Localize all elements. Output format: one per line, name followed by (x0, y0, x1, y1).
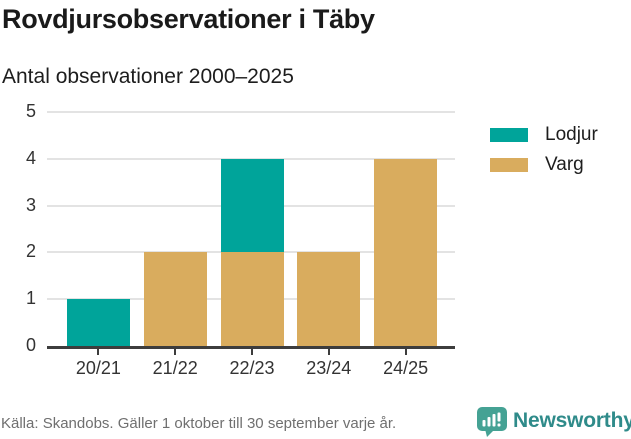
legend-swatch-lodjur (490, 128, 528, 142)
bar-22-23-varg (220, 252, 284, 346)
legend-item-varg: Varg (490, 154, 598, 175)
chart-subtitle: Antal observationer 2000–2025 (2, 65, 294, 88)
newsworthy-logo-text: Newsworthy (513, 409, 631, 432)
bar-20-21-lodjur (66, 299, 130, 346)
legend: Lodjur Varg (490, 124, 598, 188)
legend-item-lodjur: Lodjur (490, 124, 598, 145)
bar-23-24-varg (297, 252, 361, 346)
x-axis-tick-label: 20/21 (75, 358, 121, 378)
gridline-5 (47, 111, 455, 113)
y-axis-tick-label: 5 (25, 101, 36, 121)
x-axis-tick (327, 349, 330, 355)
bar-24-25-varg (374, 158, 438, 346)
x-axis-tick-label: 23/24 (306, 358, 352, 378)
legend-label-varg: Varg (545, 154, 584, 175)
bar-22-23-lodjur (220, 158, 284, 253)
y-axis-tick-label: 3 (25, 194, 36, 215)
x-axis-tick (404, 349, 407, 355)
x-axis-tick-label: 22/23 (229, 358, 275, 378)
legend-label-lodjur: Lodjur (545, 124, 598, 145)
y-axis-tick-label: 1 (25, 288, 36, 309)
source-note: Källa: Skandobs. Gäller 1 oktober till 3… (1, 415, 397, 432)
x-axis-tick-label: 24/25 (383, 358, 429, 378)
x-axis-tick (97, 349, 100, 355)
y-axis-tick-label: 0 (25, 335, 36, 355)
newsworthy-logo-icon (477, 407, 507, 437)
bar-21-22-varg (143, 252, 207, 346)
newsworthy-logo: Newsworthy (477, 407, 631, 437)
y-axis-tick-label: 4 (25, 147, 36, 168)
x-axis-tick-label: 21/22 (152, 358, 198, 378)
legend-swatch-varg (490, 158, 528, 172)
x-axis-tick (174, 349, 177, 355)
x-axis-tick (251, 349, 253, 355)
chart-title: Rovdjursobservationer i Täby (2, 4, 375, 34)
x-axis-line (47, 346, 455, 349)
y-axis-tick-label: 2 (25, 241, 36, 262)
